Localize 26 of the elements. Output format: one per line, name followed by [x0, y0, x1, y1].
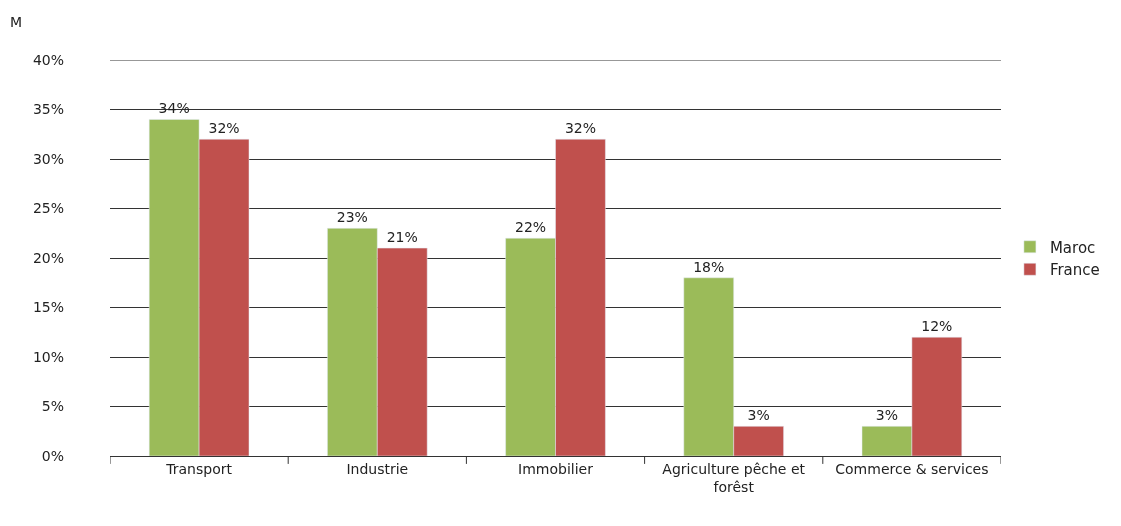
data-label: 3%	[747, 407, 770, 424]
y-tick-label: 0%	[41, 447, 64, 464]
data-label: 3%	[875, 407, 899, 424]
data-label: 12%	[921, 318, 953, 335]
y-tick-label: 25%	[32, 200, 64, 217]
data-label: 18%	[693, 258, 725, 275]
y-tick-label: 20%	[32, 249, 64, 266]
data-label: 22%	[514, 219, 547, 236]
data-label: 32%	[564, 120, 597, 137]
data-label: 21%	[386, 229, 418, 246]
x-tick-label: Agriculture pêche et forêst	[662, 460, 806, 495]
legend-label: Maroc	[1049, 238, 1096, 257]
y-axis-title: M	[10, 14, 23, 30]
y-tick-label: 10%	[32, 348, 64, 365]
data-label: 32%	[208, 120, 240, 137]
x-tick-label: Transport	[165, 460, 233, 477]
y-tick-label: 35%	[32, 101, 64, 118]
x-tick-label: Immobilier	[518, 460, 594, 477]
y-tick-label: 40%	[32, 51, 64, 68]
data-label: 23%	[336, 209, 368, 226]
y-tick-label: 5%	[41, 398, 64, 415]
legend-label: France	[1049, 261, 1100, 280]
y-tick-label: 30%	[32, 150, 64, 167]
y-tick-label: 15%	[32, 299, 64, 316]
x-tick-label: Industrie	[346, 460, 409, 477]
x-tick-label: Commerce & services	[835, 460, 989, 477]
